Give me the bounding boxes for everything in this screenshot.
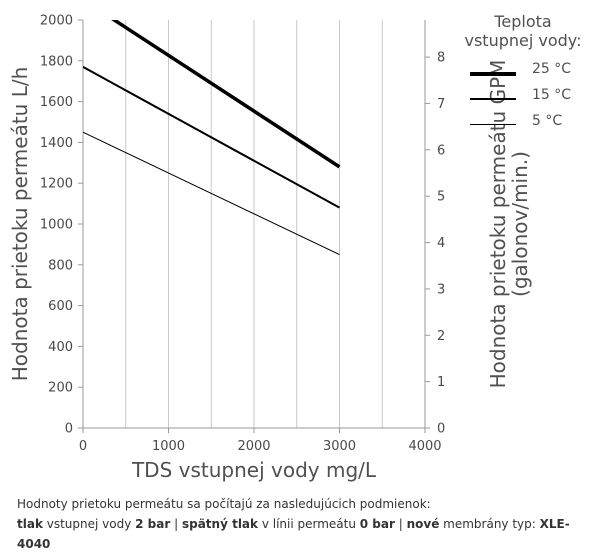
note-bold-new: nové — [406, 517, 440, 531]
legend-item-25c: 25 °C — [458, 58, 588, 84]
legend-label-5c: 5 °C — [532, 113, 563, 129]
legend-item-15c: 15 °C — [458, 84, 588, 110]
series-layer — [83, 20, 341, 256]
conditions-note-line1: Hodnoty prietoku permeátu sa počítajú za… — [17, 497, 431, 511]
y-tick-label-left: 1200 — [40, 177, 73, 192]
y-tick-label-left: 400 — [48, 340, 73, 355]
x-tick-label: 0 — [79, 439, 87, 454]
legend-item-5c: 5 °C — [458, 110, 588, 136]
legend-swatch-5c — [470, 124, 516, 125]
series-line-25c — [111, 20, 341, 169]
note-text: membrány typ: — [439, 517, 540, 531]
note-bold-backpressure: spätný tlak — [181, 517, 259, 531]
note-separator: | — [170, 517, 182, 531]
x-axis-title: TDS vstupnej vody mg/L — [131, 458, 377, 482]
note-text: v línii permeátu — [258, 517, 360, 531]
y-tick-label-left: 1400 — [40, 136, 73, 151]
y-tick-label-left: 800 — [48, 258, 73, 273]
note-bold-tlak: tlak — [17, 517, 43, 531]
y-tick-label-right: 8 — [437, 51, 445, 66]
y-axis-title-right-line2: (galonov/min.) — [508, 151, 532, 297]
y-tick-label-right: 6 — [437, 143, 445, 158]
y-tick-label-left: 600 — [48, 299, 73, 314]
grid-lines — [125, 20, 383, 428]
y-tick-label-left: 1000 — [40, 218, 73, 233]
legend-swatch-15c — [470, 98, 516, 100]
y-axis-title-left-text: Hodnota prietoku permeátu L/h — [8, 66, 32, 382]
tick-labels: 0 200 400 600 800 1000 1200 1400 1600 1800 2000 0 1 2… — [40, 14, 445, 455]
axes — [78, 19, 430, 433]
x-tick-label: 2000 — [237, 439, 270, 454]
y-tick-label-right: 3 — [437, 282, 445, 297]
note-bold-pressure: 2 bar — [135, 517, 171, 531]
y-axis-title-left: Hodnota prietoku permeátu L/h — [0, 20, 40, 428]
legend-title: Teplota vstupnej vody: — [464, 12, 582, 50]
x-tick-label: 1000 — [152, 439, 185, 454]
y-tick-label-left: 0 — [65, 422, 73, 437]
conditions-note: Hodnoty prietoku permeátu sa počítajú za… — [17, 494, 587, 554]
legend-label-25c: 25 °C — [532, 61, 572, 77]
y-tick-label-right: 2 — [437, 329, 445, 344]
note-text: vstupnej vody — [42, 517, 136, 531]
y-tick-label-right: 7 — [437, 97, 445, 112]
note-separator: | — [394, 517, 407, 531]
x-tick-label: 4000 — [408, 439, 441, 454]
y-tick-label-right: 0 — [437, 422, 445, 437]
legend-label-15c: 15 °C — [532, 87, 572, 103]
legend: Teplota vstupnej vody: 25 °C 15 °C 5 °C — [458, 12, 588, 136]
y-tick-label-right: 4 — [437, 236, 445, 251]
y-tick-label-left: 2000 — [40, 14, 73, 29]
x-tick-label: 3000 — [323, 439, 356, 454]
conditions-note-line2: tlak vstupnej vody 2 bar | spätný tlak v… — [17, 514, 587, 554]
series-line-5c — [83, 131, 340, 256]
note-bold-backpressure-value: 0 bar — [359, 517, 395, 531]
chart-canvas: 0 200 400 600 800 1000 1200 1400 1600 1800 2000 0 1 2… — [40, 14, 445, 455]
y-tick-label-right: 5 — [437, 190, 445, 205]
series-line-15c — [83, 66, 340, 209]
y-tick-label-left: 1600 — [40, 95, 73, 110]
legend-swatch-25c — [470, 72, 516, 76]
y-tick-label-right: 1 — [437, 375, 445, 390]
y-tick-label-left: 200 — [48, 381, 73, 396]
y-tick-label-left: 1800 — [40, 54, 73, 69]
